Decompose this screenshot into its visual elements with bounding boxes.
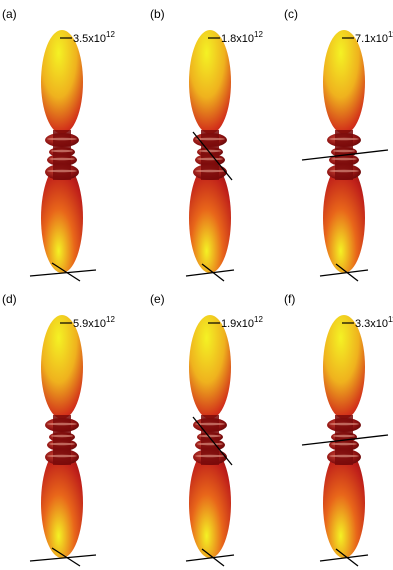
- scale-label: 1.8x1012: [221, 30, 263, 45]
- side-lobes: [193, 130, 227, 180]
- panel-label: (c): [284, 7, 298, 21]
- upper-lobe: [323, 30, 365, 134]
- lower-lobe: [41, 163, 83, 273]
- scale-label: 5.9x1012: [73, 315, 115, 330]
- scale-mantissa: 7.1x10: [355, 33, 388, 45]
- scale-label: 1.9x1012: [221, 315, 263, 330]
- lower-lobe: [189, 163, 231, 273]
- lower-lobe: [323, 448, 365, 558]
- scale-label: 7.1x1011: [355, 30, 393, 45]
- panel-c: (c) 7.1x1011: [284, 7, 393, 282]
- scale-mantissa: 3.3x10: [355, 318, 388, 330]
- axis-lines: [185, 416, 235, 567]
- upper-lobe: [41, 315, 83, 419]
- upper-lobe: [41, 30, 83, 134]
- scale-mantissa: 1.9x10: [221, 318, 254, 330]
- scale-exponent: 11: [388, 30, 393, 39]
- lower-lobe: [323, 163, 365, 273]
- side-lobes: [193, 415, 227, 465]
- axis-lines: [29, 262, 97, 282]
- panel-e: (e) 1.9x1012: [150, 292, 263, 567]
- scale-exponent: 12: [254, 315, 263, 324]
- side-lobes: [327, 130, 361, 180]
- upper-lobe: [189, 30, 231, 134]
- scale-exponent: 11: [388, 315, 393, 324]
- scale-exponent: 12: [106, 30, 115, 39]
- scale-label: 3.5x1012: [73, 30, 115, 45]
- panel-label: (d): [2, 292, 17, 306]
- panel-label: (a): [2, 7, 17, 21]
- panel-label: (b): [150, 7, 165, 21]
- panel-a: (a) 3.5x1012: [2, 7, 115, 282]
- lower-lobe: [41, 448, 83, 558]
- lower-lobe: [189, 448, 231, 558]
- panel-b: (b) 1.8x1012: [150, 7, 263, 282]
- axis-lines: [301, 149, 389, 282]
- axis-lines: [301, 434, 389, 567]
- scale-mantissa: 3.5x10: [73, 33, 106, 45]
- side-lobes: [45, 130, 79, 180]
- scale-exponent: 12: [106, 315, 115, 324]
- side-lobes: [45, 415, 79, 465]
- scale-label: 3.3x1011: [355, 315, 393, 330]
- panel-label: (e): [150, 292, 165, 306]
- scale-mantissa: 1.8x10: [221, 33, 254, 45]
- panel-d: (d) 5.9x1012: [2, 292, 115, 567]
- panel-f: (f) 3.3x1011: [284, 292, 393, 567]
- upper-lobe: [189, 315, 231, 419]
- panel-label: (f): [284, 292, 295, 306]
- scale-exponent: 12: [254, 30, 263, 39]
- axis-lines: [185, 131, 235, 282]
- scale-mantissa: 5.9x10: [73, 318, 106, 330]
- side-lobes: [327, 415, 361, 465]
- upper-lobe: [323, 315, 365, 419]
- axis-lines: [29, 547, 97, 567]
